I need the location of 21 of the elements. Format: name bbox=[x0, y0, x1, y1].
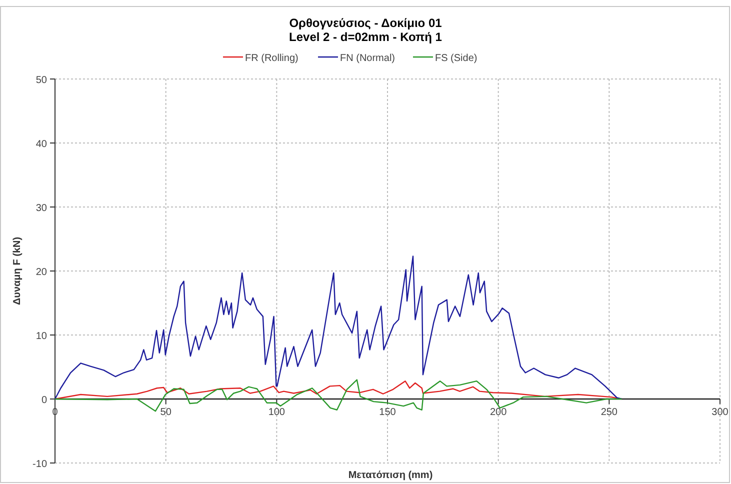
x-tick-label: 100 bbox=[268, 407, 286, 418]
line-series bbox=[54, 256, 622, 400]
legend-label: FN (Normal) bbox=[340, 53, 395, 64]
legend-label: FR (Rolling) bbox=[245, 53, 298, 64]
x-tick-label: 200 bbox=[490, 407, 508, 418]
x-tick-label: 300 bbox=[712, 407, 729, 418]
y-tick-label: -10 bbox=[32, 459, 48, 470]
x-axis-title: Μετατόπιση (mm) bbox=[348, 470, 433, 481]
y-tick-label: 50 bbox=[36, 75, 48, 86]
chart-title: Ορθογνεύσιος - Δοκίμιο 01 bbox=[289, 16, 442, 30]
y-tick-label: 40 bbox=[36, 139, 48, 150]
y-axis-title: Δυναμη F (kN) bbox=[12, 236, 23, 306]
y-tick-label: 10 bbox=[36, 331, 48, 342]
y-tick-label: 0 bbox=[41, 395, 48, 406]
y-tick-label: 30 bbox=[36, 203, 48, 214]
legend-label: FS (Side) bbox=[435, 53, 478, 64]
x-tick-label: 150 bbox=[379, 407, 396, 418]
x-tick-label: 250 bbox=[600, 407, 618, 418]
x-tick-label: 50 bbox=[160, 407, 172, 418]
chart-subtitle: Level 2 - d=02mm - Κοπή 1 bbox=[289, 30, 442, 44]
y-tick-label: 20 bbox=[36, 267, 48, 278]
